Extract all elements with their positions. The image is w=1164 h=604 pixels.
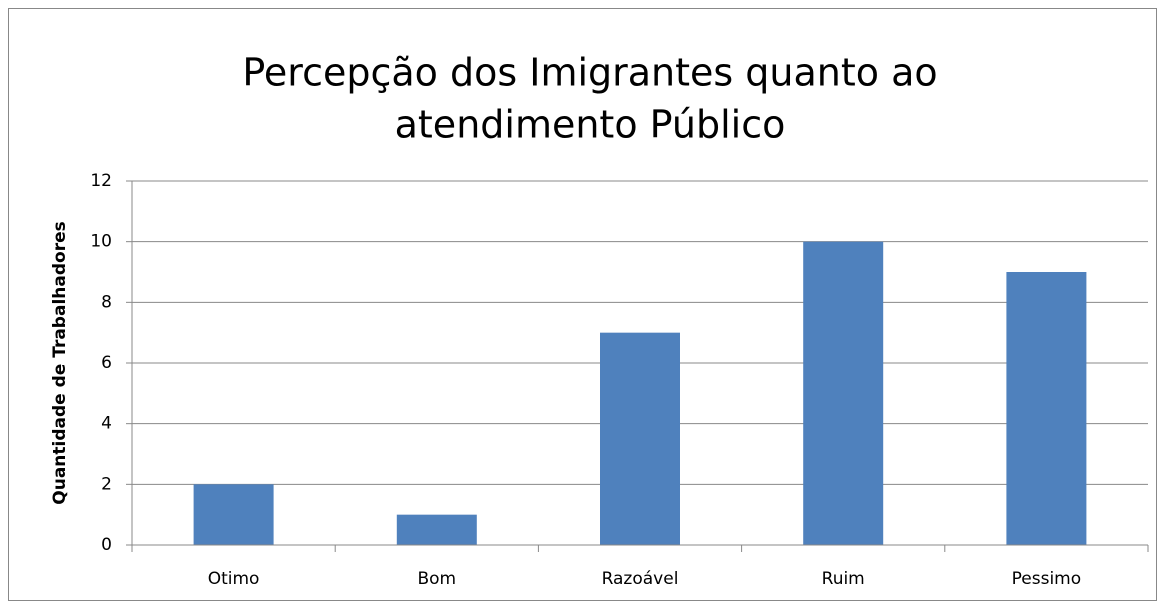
bar [600,332,680,545]
x-tick-label: Ruim [822,569,865,589]
x-tick-label: Pessimo [1012,569,1082,589]
x-tick-label: Razoável [602,569,679,589]
chart-border [8,8,1157,601]
x-tick-label: Bom [417,569,456,589]
bar [193,484,274,545]
y-tick-label: 12 [90,171,112,191]
y-tick-label: 2 [101,474,112,494]
x-tick-label: Otimo [208,569,260,589]
y-tick-label: 0 [101,535,112,555]
y-tick-label: 4 [101,414,112,434]
bar [1006,272,1087,545]
bar [803,241,884,545]
y-tick-label: 8 [101,292,112,312]
y-tick-label: 10 [90,232,112,252]
chart-title: atendimento Público [395,103,786,147]
y-tick-label: 6 [101,353,112,373]
bar [396,514,477,545]
y-axis-label: Quantidade de Trabalhadores [50,221,70,504]
chart-title: Percepção dos Imigrantes quanto ao [242,51,937,95]
